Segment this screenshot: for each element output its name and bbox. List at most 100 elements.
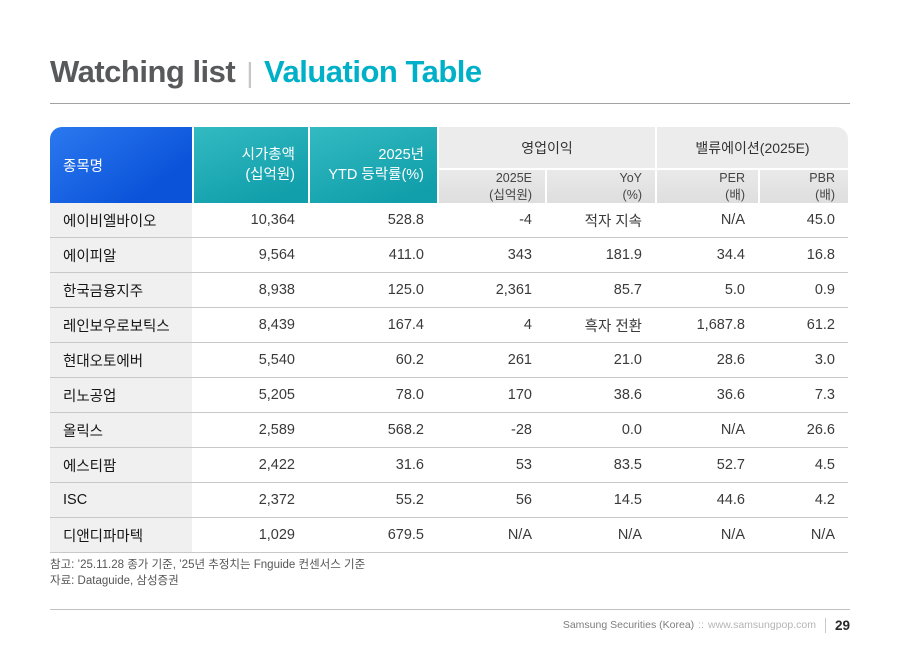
header-stock-name: 종목명 bbox=[50, 127, 192, 203]
table-row: 올릭스 2,589 568.2 -28 0.0 N/A 26.6 bbox=[50, 413, 848, 448]
yoy-cell: 21.0 bbox=[545, 343, 655, 378]
market-cap-cell: 9,564 bbox=[192, 238, 308, 273]
header-operating-profit-group: 영업이익 bbox=[437, 127, 655, 170]
market-cap-cell: 2,589 bbox=[192, 413, 308, 448]
op-2025e-cell: -4 bbox=[437, 203, 545, 238]
ytd-cell: 125.0 bbox=[308, 273, 437, 308]
pbr-cell: 4.5 bbox=[758, 448, 848, 483]
header-yoy: YoY (%) bbox=[545, 170, 655, 203]
op-2025e-cell: 56 bbox=[437, 483, 545, 518]
table-header: 종목명 시가총액 (십억원) 2025년 YTD 등락률(%) 영업이익 밸류에… bbox=[50, 127, 848, 203]
ytd-cell: 55.2 bbox=[308, 483, 437, 518]
op-2025e-cell: 4 bbox=[437, 308, 545, 343]
yoy-cell: 흑자 전환 bbox=[545, 308, 655, 343]
per-cell: 36.6 bbox=[655, 378, 758, 413]
pbr-cell: N/A bbox=[758, 518, 848, 553]
per-cell: N/A bbox=[655, 413, 758, 448]
market-cap-cell: 10,364 bbox=[192, 203, 308, 238]
header-pbr: PBR (배) bbox=[758, 170, 848, 203]
title-watching-list: Watching list bbox=[50, 54, 236, 89]
per-cell: N/A bbox=[655, 518, 758, 553]
op-2025e-cell: 170 bbox=[437, 378, 545, 413]
footer-url: www.samsungpop.com bbox=[708, 619, 816, 631]
note-reference: 참고: ’25.11.28 종가 기준, ’25년 추정치는 Fnguide 컨… bbox=[50, 559, 366, 571]
pbr-cell: 16.8 bbox=[758, 238, 848, 273]
header-market-cap: 시가총액 (십억원) bbox=[192, 127, 308, 203]
op-2025e-cell: 261 bbox=[437, 343, 545, 378]
market-cap-cell: 1,029 bbox=[192, 518, 308, 553]
market-cap-cell: 2,422 bbox=[192, 448, 308, 483]
op-2025e-cell: 2,361 bbox=[437, 273, 545, 308]
op-2025e-cell: 343 bbox=[437, 238, 545, 273]
valuation-table: 종목명 시가총액 (십억원) 2025년 YTD 등락률(%) 영업이익 밸류에… bbox=[50, 127, 848, 553]
stock-name-cell: 에이피알 bbox=[50, 238, 192, 273]
per-cell: 52.7 bbox=[655, 448, 758, 483]
op-2025e-cell: 53 bbox=[437, 448, 545, 483]
title-valuation-table: Valuation Table bbox=[264, 54, 482, 89]
market-cap-cell: 8,439 bbox=[192, 308, 308, 343]
pbr-cell: 61.2 bbox=[758, 308, 848, 343]
per-cell: 34.4 bbox=[655, 238, 758, 273]
table-row: 레인보우로보틱스 8,439 167.4 4 흑자 전환 1,687.8 61.2 bbox=[50, 308, 848, 343]
footer-vertical-divider bbox=[824, 617, 826, 633]
yoy-cell: 적자 지속 bbox=[545, 203, 655, 238]
pbr-cell: 26.6 bbox=[758, 413, 848, 448]
yoy-cell: N/A bbox=[545, 518, 655, 553]
pbr-cell: 45.0 bbox=[758, 203, 848, 238]
note-source: 자료: Dataguide, 삼성증권 bbox=[50, 575, 179, 587]
title-separator: | bbox=[246, 57, 254, 88]
table-row: 리노공업 5,205 78.0 170 38.6 36.6 7.3 bbox=[50, 378, 848, 413]
pbr-cell: 4.2 bbox=[758, 483, 848, 518]
table-row: 에이비엘바이오 10,364 528.8 -4 적자 지속 N/A 45.0 bbox=[50, 203, 848, 238]
page-title: Watching list | Valuation Table bbox=[50, 54, 482, 90]
op-2025e-cell: -28 bbox=[437, 413, 545, 448]
footer-divider bbox=[50, 609, 850, 610]
stock-name-cell: 에이비엘바이오 bbox=[50, 203, 192, 238]
yoy-cell: 38.6 bbox=[545, 378, 655, 413]
yoy-cell: 0.0 bbox=[545, 413, 655, 448]
yoy-cell: 85.7 bbox=[545, 273, 655, 308]
market-cap-cell: 5,205 bbox=[192, 378, 308, 413]
table-body: 에이비엘바이오 10,364 528.8 -4 적자 지속 N/A 45.0 에이피알 9,56… bbox=[50, 203, 848, 553]
per-cell: 5.0 bbox=[655, 273, 758, 308]
title-underline bbox=[50, 103, 850, 104]
stock-name-cell: 디앤디파마텍 bbox=[50, 518, 192, 553]
table-row: 에이피알 9,564 411.0 343 181.9 34.4 16.8 bbox=[50, 238, 848, 273]
pbr-cell: 0.9 bbox=[758, 273, 848, 308]
page-footer: Samsung Securities (Korea) :: www.samsun… bbox=[563, 614, 850, 636]
ytd-cell: 528.8 bbox=[308, 203, 437, 238]
ytd-cell: 31.6 bbox=[308, 448, 437, 483]
op-2025e-cell: N/A bbox=[437, 518, 545, 553]
stock-name-cell: 한국금융지주 bbox=[50, 273, 192, 308]
stock-name-cell: 에스티팜 bbox=[50, 448, 192, 483]
stock-name-cell: ISC bbox=[50, 483, 192, 518]
header-per: PER (배) bbox=[655, 170, 758, 203]
stock-name-cell: 현대오토에버 bbox=[50, 343, 192, 378]
ytd-cell: 411.0 bbox=[308, 238, 437, 273]
per-cell: 1,687.8 bbox=[655, 308, 758, 343]
per-cell: 28.6 bbox=[655, 343, 758, 378]
ytd-cell: 78.0 bbox=[308, 378, 437, 413]
per-cell: 44.6 bbox=[655, 483, 758, 518]
pbr-cell: 7.3 bbox=[758, 378, 848, 413]
market-cap-cell: 8,938 bbox=[192, 273, 308, 308]
page-number: 29 bbox=[834, 617, 850, 633]
table-row: 한국금융지주 8,938 125.0 2,361 85.7 5.0 0.9 bbox=[50, 273, 848, 308]
market-cap-cell: 5,540 bbox=[192, 343, 308, 378]
per-cell: N/A bbox=[655, 203, 758, 238]
header-valuation-group: 밸류에이션(2025E) bbox=[655, 127, 848, 170]
stock-name-cell: 올릭스 bbox=[50, 413, 192, 448]
ytd-cell: 679.5 bbox=[308, 518, 437, 553]
stock-name-cell: 레인보우로보틱스 bbox=[50, 308, 192, 343]
yoy-cell: 14.5 bbox=[545, 483, 655, 518]
table-row: 에스티팜 2,422 31.6 53 83.5 52.7 4.5 bbox=[50, 448, 848, 483]
header-op-2025e: 2025E (십억원) bbox=[437, 170, 545, 203]
footer-separator: :: bbox=[698, 619, 704, 631]
ytd-cell: 60.2 bbox=[308, 343, 437, 378]
table-row: ISC 2,372 55.2 56 14.5 44.6 4.2 bbox=[50, 483, 848, 518]
yoy-cell: 83.5 bbox=[545, 448, 655, 483]
footer-brand: Samsung Securities (Korea) bbox=[562, 619, 695, 631]
market-cap-cell: 2,372 bbox=[192, 483, 308, 518]
pbr-cell: 3.0 bbox=[758, 343, 848, 378]
